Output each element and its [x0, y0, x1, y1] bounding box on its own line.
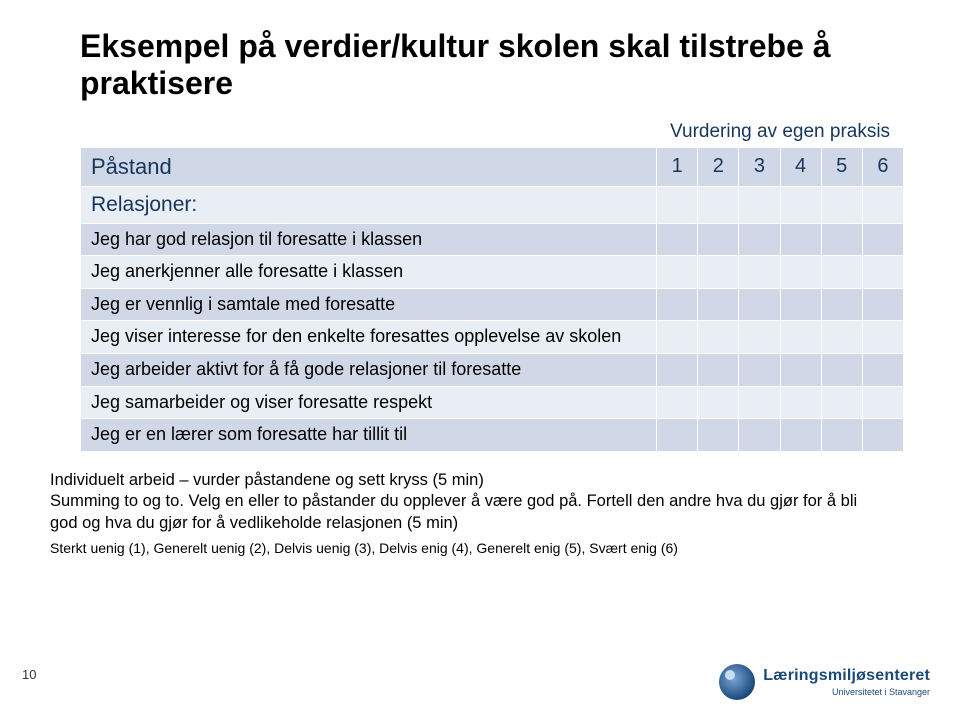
rating-cell[interactable] — [821, 353, 862, 386]
rating-cell[interactable] — [698, 353, 739, 386]
rating-cell[interactable] — [821, 386, 862, 419]
section-label: Relasjoner: — [81, 186, 657, 223]
header-blank — [81, 116, 657, 147]
rating-cell[interactable] — [862, 321, 903, 354]
page-number: 10 — [22, 667, 36, 682]
rating-cell[interactable] — [821, 256, 862, 289]
statement-row: Jeg viser interesse for den enkelte fore… — [81, 321, 657, 354]
statement-row: Jeg arbeider aktivt for å få gode relasj… — [81, 353, 657, 386]
rating-cell[interactable] — [862, 223, 903, 256]
header-scale-1: 1 — [657, 147, 698, 186]
slide-title: Eksempel på verdier/kultur skolen skal t… — [80, 28, 904, 102]
rating-cell[interactable] — [862, 353, 903, 386]
rating-cell[interactable] — [780, 321, 821, 354]
rating-cell[interactable] — [698, 223, 739, 256]
rating-cell[interactable] — [780, 288, 821, 321]
rating-cell[interactable] — [698, 386, 739, 419]
rating-cell[interactable] — [698, 321, 739, 354]
rating-cell[interactable] — [780, 419, 821, 452]
rating-cell[interactable] — [862, 288, 903, 321]
section-cell — [862, 186, 903, 223]
statement-row: Jeg er vennlig i samtale med foresatte — [81, 288, 657, 321]
logo-title: Læringsmiljøsenteret — [763, 667, 930, 685]
section-cell — [657, 186, 698, 223]
statement-row: Jeg samarbeider og viser foresatte respe… — [81, 386, 657, 419]
statement-row: Jeg har god relasjon til foresatte i kla… — [81, 223, 657, 256]
header-scale-3: 3 — [739, 147, 780, 186]
header-scale-5: 5 — [821, 147, 862, 186]
logo-icon — [719, 664, 755, 700]
rating-cell[interactable] — [657, 353, 698, 386]
rating-cell[interactable] — [821, 223, 862, 256]
header-scale-2: 2 — [698, 147, 739, 186]
rating-cell[interactable] — [739, 321, 780, 354]
header-scale-4: 4 — [780, 147, 821, 186]
rating-cell[interactable] — [739, 353, 780, 386]
rating-cell[interactable] — [780, 353, 821, 386]
section-cell — [698, 186, 739, 223]
statement-row: Jeg er en lærer som foresatte har tillit… — [81, 419, 657, 452]
assessment-table: Vurdering av egen praksis Påstand 1 2 3 … — [80, 116, 904, 452]
section-cell — [780, 186, 821, 223]
section-cell — [821, 186, 862, 223]
rating-cell[interactable] — [698, 419, 739, 452]
rating-cell[interactable] — [698, 288, 739, 321]
scale-legend: Sterkt uenig (1), Generelt uenig (2), De… — [50, 540, 904, 556]
rating-cell[interactable] — [657, 223, 698, 256]
rating-cell[interactable] — [657, 419, 698, 452]
rating-cell[interactable] — [739, 256, 780, 289]
header-scale-6: 6 — [862, 147, 903, 186]
rating-cell[interactable] — [780, 386, 821, 419]
rating-cell[interactable] — [657, 386, 698, 419]
rating-cell[interactable] — [862, 419, 903, 452]
rating-cell[interactable] — [780, 223, 821, 256]
rating-cell[interactable] — [739, 223, 780, 256]
logo-subtitle: Universitetet i Stavanger — [763, 687, 930, 697]
rating-cell[interactable] — [739, 386, 780, 419]
rating-cell[interactable] — [821, 288, 862, 321]
rating-cell[interactable] — [862, 386, 903, 419]
rating-cell[interactable] — [780, 256, 821, 289]
statement-row: Jeg anerkjenner alle foresatte i klassen — [81, 256, 657, 289]
section-cell — [739, 186, 780, 223]
rating-cell[interactable] — [821, 419, 862, 452]
logo: Læringsmiljøsenteret Universitetet i Sta… — [719, 664, 930, 700]
rating-cell[interactable] — [657, 321, 698, 354]
instructions-text: Individuelt arbeid – vurder påstandene o… — [50, 470, 904, 534]
rating-cell[interactable] — [821, 321, 862, 354]
rating-cell[interactable] — [698, 256, 739, 289]
header-pastand: Påstand — [81, 147, 657, 186]
rating-cell[interactable] — [739, 288, 780, 321]
header-vurdering: Vurdering av egen praksis — [657, 116, 904, 147]
rating-cell[interactable] — [657, 256, 698, 289]
rating-cell[interactable] — [862, 256, 903, 289]
rating-cell[interactable] — [657, 288, 698, 321]
rating-cell[interactable] — [739, 419, 780, 452]
